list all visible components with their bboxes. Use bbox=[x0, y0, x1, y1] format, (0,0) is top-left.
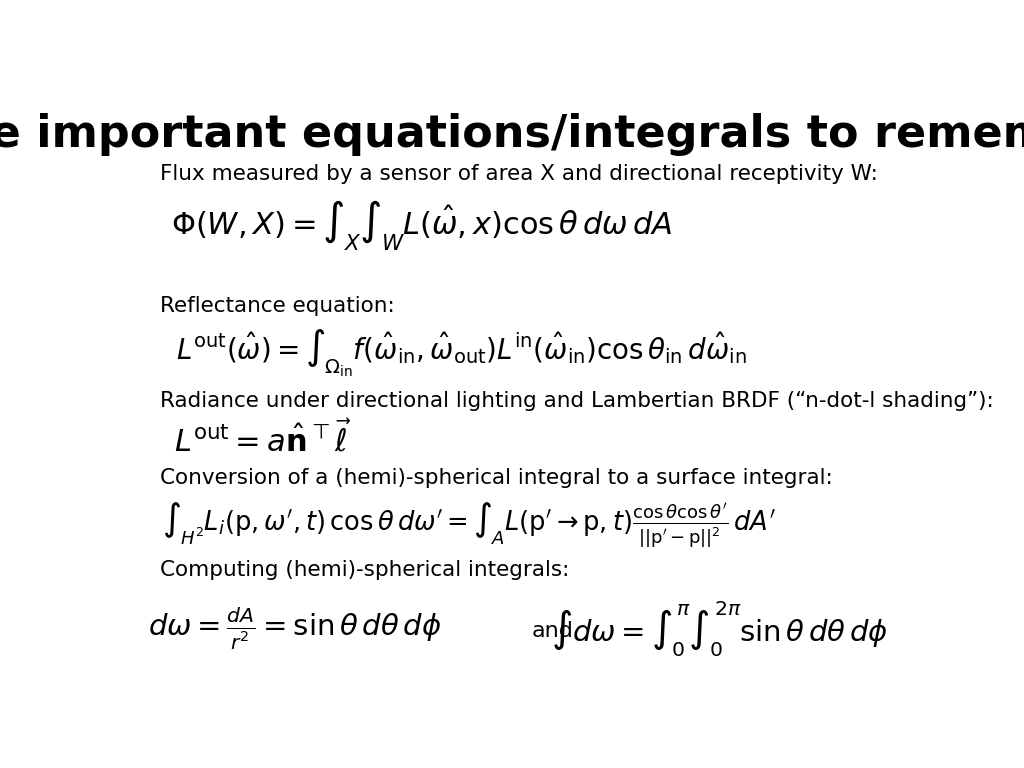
Text: Flux measured by a sensor of area X and directional receptivity W:: Flux measured by a sensor of area X and … bbox=[160, 164, 878, 184]
Text: $d\omega = \frac{dA}{r^2} = \sin\theta \, d\theta \, d\phi$: $d\omega = \frac{dA}{r^2} = \sin\theta \… bbox=[147, 606, 441, 653]
Text: Five important equations/integrals to remember: Five important equations/integrals to re… bbox=[0, 113, 1024, 156]
Text: $\int d\omega = \int_0^{\pi} \int_0^{2\pi} \sin\theta \, d\theta \, d\phi$: $\int d\omega = \int_0^{\pi} \int_0^{2\p… bbox=[551, 599, 888, 659]
Text: Radiance under directional lighting and Lambertian BRDF (“n-dot-l shading”):: Radiance under directional lighting and … bbox=[160, 391, 993, 411]
Text: $L^\mathrm{out}(\hat{\omega}) = \int_{\Omega_\mathrm{in}} f(\hat{\omega}_\mathrm: $L^\mathrm{out}(\hat{\omega}) = \int_{\O… bbox=[176, 328, 746, 379]
Text: Computing (hemi)-spherical integrals:: Computing (hemi)-spherical integrals: bbox=[160, 560, 569, 580]
Text: Reflectance equation:: Reflectance equation: bbox=[160, 296, 394, 316]
Text: and: and bbox=[531, 621, 573, 641]
Text: $\int_{H^2} L_i(\mathrm{p},\omega',t)\, \cos\theta \, d\omega' = \int_A L(\mathr: $\int_{H^2} L_i(\mathrm{p},\omega',t)\, … bbox=[162, 501, 776, 549]
Text: $L^\mathrm{out} = a\hat{\mathbf{n}}^\top \vec{\ell}$: $L^\mathrm{out} = a\hat{\mathbf{n}}^\top… bbox=[174, 419, 351, 456]
Text: $\Phi(W, X) = \int_X \int_W L(\hat{\omega}, x) \cos\theta \, d\omega \, dA$: $\Phi(W, X) = \int_X \int_W L(\hat{\omeg… bbox=[171, 198, 673, 253]
Text: Conversion of a (hemi)-spherical integral to a surface integral:: Conversion of a (hemi)-spherical integra… bbox=[160, 468, 833, 488]
